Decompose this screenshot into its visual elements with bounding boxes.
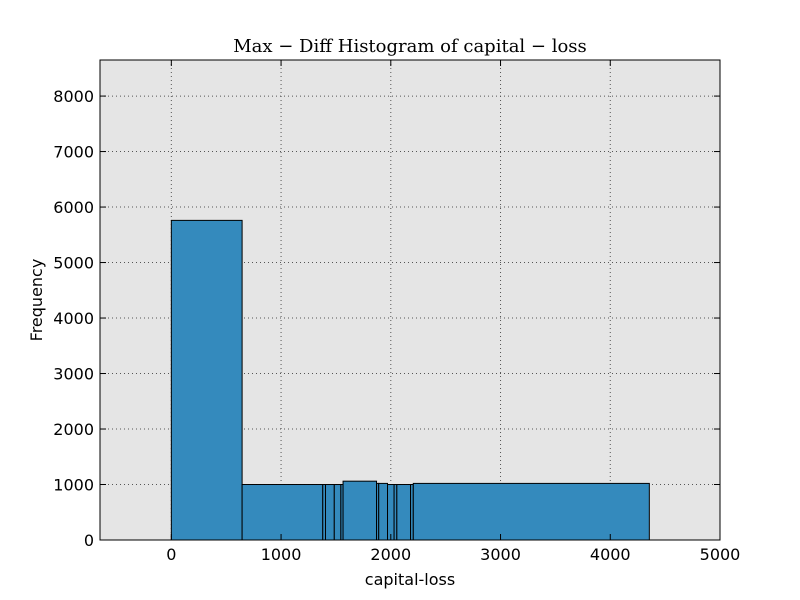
x-tick-label: 0 (166, 545, 176, 564)
x-tick-label: 5000 (700, 545, 741, 564)
y-tick-label: 5000 (53, 254, 94, 273)
x-tick-label: 2000 (370, 545, 411, 564)
histogram-bars (170, 219, 650, 541)
y-tick-label: 2000 (53, 420, 94, 439)
chart-title: Max − Diff Histogram of capital − loss (233, 36, 587, 57)
histogram-bar (378, 482, 389, 541)
histogram-bar (241, 484, 324, 541)
y-tick-label: 4000 (53, 309, 94, 328)
histogram-bar (325, 484, 335, 541)
histogram-bar (333, 484, 342, 541)
x-tick-label: 3000 (480, 545, 521, 564)
x-axis-label: capital-loss (365, 570, 455, 589)
y-tick-label: 0 (84, 531, 94, 550)
histogram-bar (170, 219, 243, 541)
y-tick-label: 6000 (53, 198, 94, 217)
x-tick-label: 4000 (590, 545, 631, 564)
y-axis-label: Frequency (27, 259, 46, 342)
y-tick-label: 1000 (53, 476, 94, 495)
x-tick-label: 1000 (261, 545, 302, 564)
histogram-bar (342, 480, 378, 541)
histogram-bar (387, 484, 395, 541)
axis-ticks: 0 1000 2000 3000 4000 5000 0 1000 2000 3000 4000 50… (53, 60, 740, 564)
histogram-bar (396, 484, 412, 541)
y-tick-label: 7000 (53, 143, 94, 162)
histogram-bar (412, 482, 650, 541)
y-tick-label: 8000 (53, 87, 94, 106)
plot-frame (99, 59, 721, 541)
y-tick-label: 3000 (53, 365, 94, 384)
